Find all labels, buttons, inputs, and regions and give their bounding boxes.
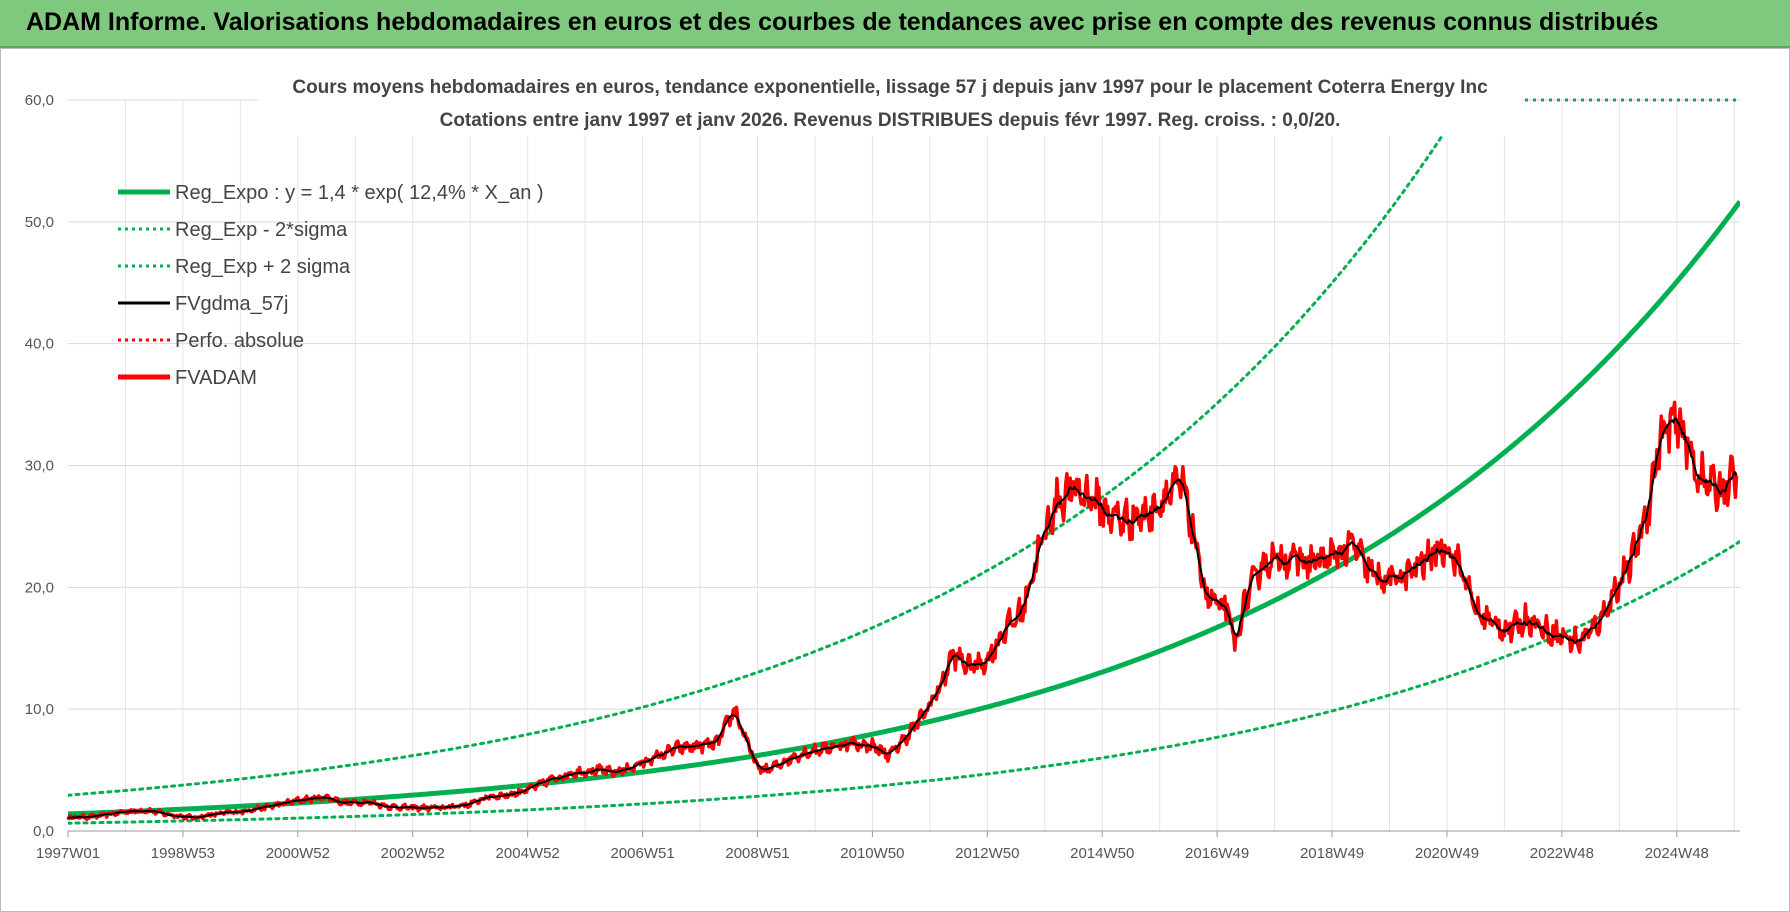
legend-label: FVgdma_57j [175, 293, 288, 315]
series [66, 98, 1740, 825]
chart-subtitle: Cotations entre janv 1997 et janv 2026. … [440, 110, 1341, 131]
chart-title: Cours moyens hebdomadaires en euros, ten… [292, 77, 1488, 98]
x-tick-label: 2002W52 [381, 845, 445, 862]
legend-label: Reg_Exp + 2 sigma [175, 256, 351, 278]
fvgdma-57j-line [68, 417, 1738, 819]
chart-title-block: Cours moyens hebdomadaires en euros, ten… [258, 66, 1522, 136]
x-tick-label: 2010W50 [840, 845, 904, 862]
x-tick-label: 1997W01 [36, 845, 100, 862]
legend-label: Reg_Exp - 2*sigma [175, 219, 348, 241]
x-tick-label: 1998W53 [151, 845, 215, 862]
y-tick-label: 40,0 [25, 336, 54, 353]
report-title: ADAM Informe. Valorisations hebdomadaire… [26, 8, 1659, 36]
legend-label: FVADAM [175, 367, 257, 389]
y-tick-label: 30,0 [25, 458, 54, 475]
y-tick-label: 10,0 [25, 701, 54, 718]
x-tick-label: 2018W49 [1300, 845, 1364, 862]
x-tick-label: 2020W49 [1415, 845, 1479, 862]
x-tick-label: 2014W50 [1070, 845, 1134, 862]
y-tick-label: 60,0 [25, 92, 54, 109]
report-header: ADAM Informe. Valorisations hebdomadaire… [0, 0, 1790, 48]
x-tick-label: 2022W48 [1530, 845, 1594, 862]
legend: Reg_Expo : y = 1,4 * exp( 12,4% * X_an )… [118, 182, 544, 389]
x-tick-label: 2006W51 [610, 845, 674, 862]
x-tick-label: 2012W50 [955, 845, 1019, 862]
y-tick-label: 50,0 [25, 214, 54, 231]
legend-label: Perfo. absolue [175, 330, 304, 352]
reg-expo-line [68, 200, 1740, 817]
x-tick-label: 2000W52 [266, 845, 330, 862]
x-tick-label: 2024W48 [1645, 845, 1709, 862]
reg-minus-2sigma-line [68, 539, 1740, 825]
x-tick-label: 2016W49 [1185, 845, 1249, 862]
y-tick-label: 20,0 [25, 579, 54, 596]
x-tick-label: 2008W51 [725, 845, 789, 862]
x-tick-label: 2004W52 [496, 845, 560, 862]
y-tick-label: 0,0 [33, 823, 54, 840]
legend-label: Reg_Expo : y = 1,4 * exp( 12,4% * X_an ) [175, 182, 544, 204]
axes: 0,0 10,0 20,0 30,0 40,0 50,0 60,0 1997W01 1998W5… [25, 92, 1740, 862]
chart-title-background [258, 66, 1522, 136]
